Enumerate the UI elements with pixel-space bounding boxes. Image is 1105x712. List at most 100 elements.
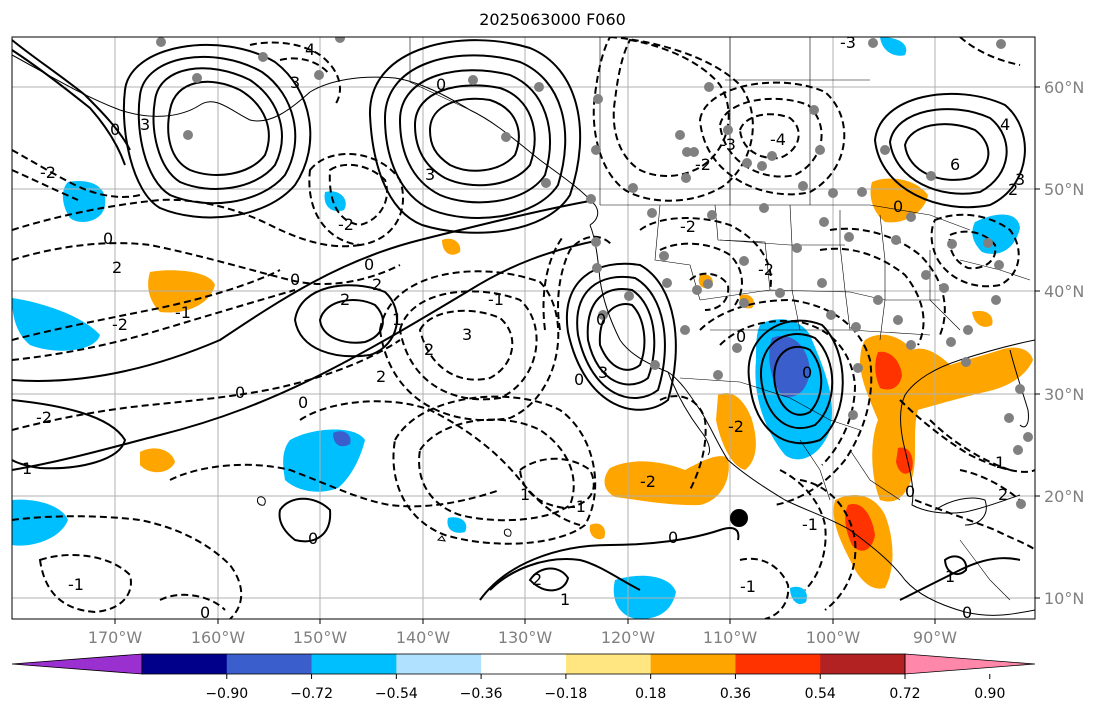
lat-label: 10°N <box>1044 589 1084 608</box>
contour-label: 1 <box>520 485 530 504</box>
contour-label: -2 <box>40 163 56 182</box>
contour-label: 2 <box>1008 180 1018 199</box>
central-america-border <box>959 539 1011 601</box>
contour-labels: -2 1 0 2 -2 -1 -2 0 3 0 2 2 0 1 0 0 2 2 … <box>22 37 1025 619</box>
contour-label: 0 <box>103 229 113 248</box>
negative-contour <box>378 270 560 422</box>
colorbar-extend-low <box>11 653 143 675</box>
high-contour <box>565 262 677 411</box>
negative-contour <box>308 153 405 247</box>
negative-anomaly-region <box>12 499 68 546</box>
contour-label: 0 <box>298 393 308 412</box>
negative-contour <box>518 457 595 510</box>
baja-california <box>667 371 711 456</box>
contour-label: 1 <box>22 459 32 478</box>
contour-label: 1 <box>995 453 1005 472</box>
high-contour <box>12 49 126 166</box>
negative-anomaly-region <box>447 517 467 533</box>
contour-label: -2 <box>728 417 744 436</box>
colorbar-label: 0.72 <box>889 686 920 702</box>
contour-label: 6 <box>950 155 960 174</box>
us-mexico-border <box>679 377 861 431</box>
high-contour <box>479 527 740 601</box>
colorbar-label: −0.54 <box>375 686 418 702</box>
florida <box>1009 349 1029 428</box>
state-border <box>789 204 801 331</box>
contour-label: -2 <box>695 155 711 174</box>
contour-label: 1 <box>560 590 570 609</box>
lat-label: 50°N <box>1044 180 1084 199</box>
negative-anomaly-region <box>12 298 100 351</box>
high-contour <box>428 97 520 172</box>
contour-label: 0 <box>110 120 120 139</box>
mexico-west-coast <box>727 459 1035 616</box>
dashed-contours <box>12 37 1035 619</box>
negative-anomaly-region <box>333 431 351 447</box>
state-border <box>959 259 1031 281</box>
contour-label: -1 <box>488 290 504 309</box>
colorbar-label: −0.18 <box>544 686 587 702</box>
negative-contour <box>914 499 1035 551</box>
negative-contour <box>819 247 925 346</box>
high-contour <box>586 288 656 386</box>
high-contour <box>122 44 312 219</box>
contour-label: 2 <box>532 570 542 589</box>
contour-label: 0 <box>574 370 584 389</box>
lon-ticks <box>114 619 936 624</box>
colorbar-label: −0.36 <box>460 686 503 702</box>
colorbar-segment <box>735 654 821 674</box>
negative-contour <box>719 319 857 466</box>
high-contour <box>489 558 641 591</box>
lon-labels: 170°W 160°W 150°W 140°W 130°W 120°W 110°… <box>88 628 957 647</box>
hawaii-island <box>436 535 446 542</box>
colorbar-segment <box>650 654 736 674</box>
state-border <box>654 204 701 301</box>
contour-label: -1 <box>68 575 84 594</box>
high-contour <box>413 84 536 187</box>
contour-label: -2 <box>640 472 656 491</box>
negative-contour <box>639 217 772 291</box>
high-contour <box>152 67 283 190</box>
mexico-state-border <box>849 449 901 501</box>
contour-label: 0 <box>596 310 606 329</box>
colorbar-segment <box>820 654 906 674</box>
colorbar-segment <box>396 654 482 674</box>
negative-contour <box>299 400 581 526</box>
location-marker <box>730 509 748 527</box>
positive-anomaly-region <box>442 238 461 255</box>
negative-contour <box>899 399 1035 473</box>
negative-contour <box>279 57 331 76</box>
high-contour <box>888 108 1008 195</box>
contour-label: 3 <box>598 363 608 382</box>
contour-label: -1 <box>175 303 191 322</box>
contour-label: 2 <box>376 367 386 386</box>
negative-anomaly-region <box>324 191 346 212</box>
contour-label: 3 <box>140 115 150 134</box>
negative-contour <box>829 227 946 336</box>
lat-label: 60°N <box>1044 78 1084 97</box>
low-contour-solid <box>773 345 823 416</box>
negative-anomaly-region <box>62 180 106 222</box>
lon-label: 90°W <box>913 628 957 647</box>
negative-contour <box>659 395 707 491</box>
lat-label: 20°N <box>1044 487 1084 506</box>
contour-label: 2 <box>424 340 434 359</box>
map-frame <box>11 36 1036 620</box>
map-content: -2 1 0 2 -2 -1 -2 0 3 0 2 2 0 1 0 0 2 2 … <box>12 37 1035 619</box>
negative-contour <box>738 113 800 160</box>
negative-contour <box>38 554 132 614</box>
contour-label: 0 <box>802 363 812 382</box>
contour-label: -2 <box>338 215 354 234</box>
hawaii-island <box>503 528 512 537</box>
high-contour <box>137 55 297 205</box>
contour-label: 0 <box>235 383 245 402</box>
high-contour <box>318 299 384 344</box>
positive-anomaly-region <box>845 504 875 551</box>
contour-label: -3 <box>720 135 736 154</box>
high-contour <box>368 39 582 234</box>
high-contour <box>293 284 398 358</box>
lat-label: 30°N <box>1044 385 1084 404</box>
contour-label: -1 <box>570 497 586 516</box>
negative-anomaly-region <box>790 586 807 605</box>
state-border <box>699 289 940 301</box>
